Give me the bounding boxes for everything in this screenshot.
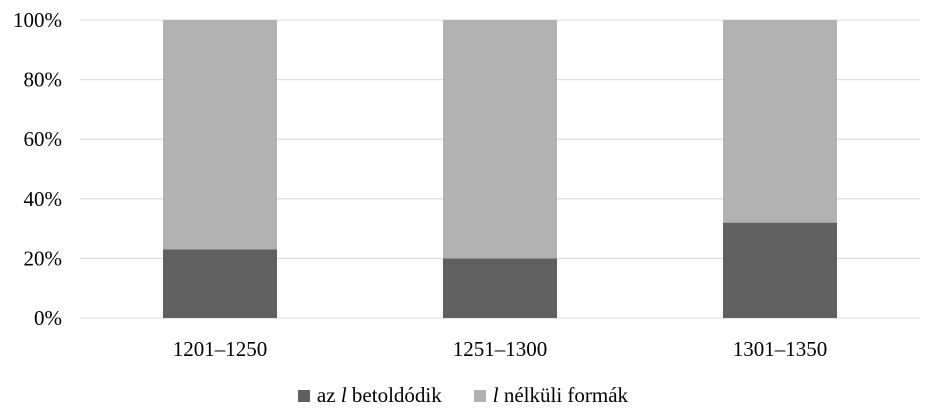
bar-segment-series-1 — [443, 258, 557, 318]
legend-item-series-2: l nélküli formák — [473, 383, 629, 408]
x-tick-label: 1201–1250 — [173, 337, 268, 361]
legend-label-series-1: az l betoldódik — [316, 383, 442, 407]
bar-segment-series-1 — [723, 222, 837, 318]
x-axis-tick-labels: 1201–1250 1251–1300 1301–1350 — [173, 337, 828, 361]
stacked-bar-chart: 0% 20% 40% 60% 80% 100% 1201–1250 1251–1300 130… — [13, 8, 920, 361]
x-tick-label: 1251–1300 — [453, 337, 548, 361]
y-axis-tick-labels: 0% 20% 40% 60% 80% 100% — [13, 8, 62, 330]
y-tick-label: 40% — [24, 187, 63, 211]
bar-segment-series-2 — [723, 20, 837, 223]
x-tick-label: 1301–1350 — [733, 337, 828, 361]
bar-segment-series-2 — [163, 20, 277, 250]
y-tick-label: 80% — [24, 68, 63, 92]
y-tick-label: 60% — [24, 127, 63, 151]
legend-swatch-series-1 — [297, 389, 310, 402]
bar-segment-series-1 — [163, 249, 277, 318]
y-tick-label: 0% — [34, 306, 62, 330]
legend-item-series-1: az l betoldódik — [297, 383, 442, 408]
bar-segment-series-2 — [443, 20, 557, 259]
y-tick-label: 20% — [24, 246, 63, 270]
legend-swatch-series-2 — [473, 389, 486, 402]
legend: az l betoldódik l nélküli formák — [0, 383, 926, 408]
bars — [163, 20, 837, 318]
y-tick-label: 100% — [13, 8, 62, 32]
legend-label-series-2: l nélküli formák — [492, 383, 629, 407]
